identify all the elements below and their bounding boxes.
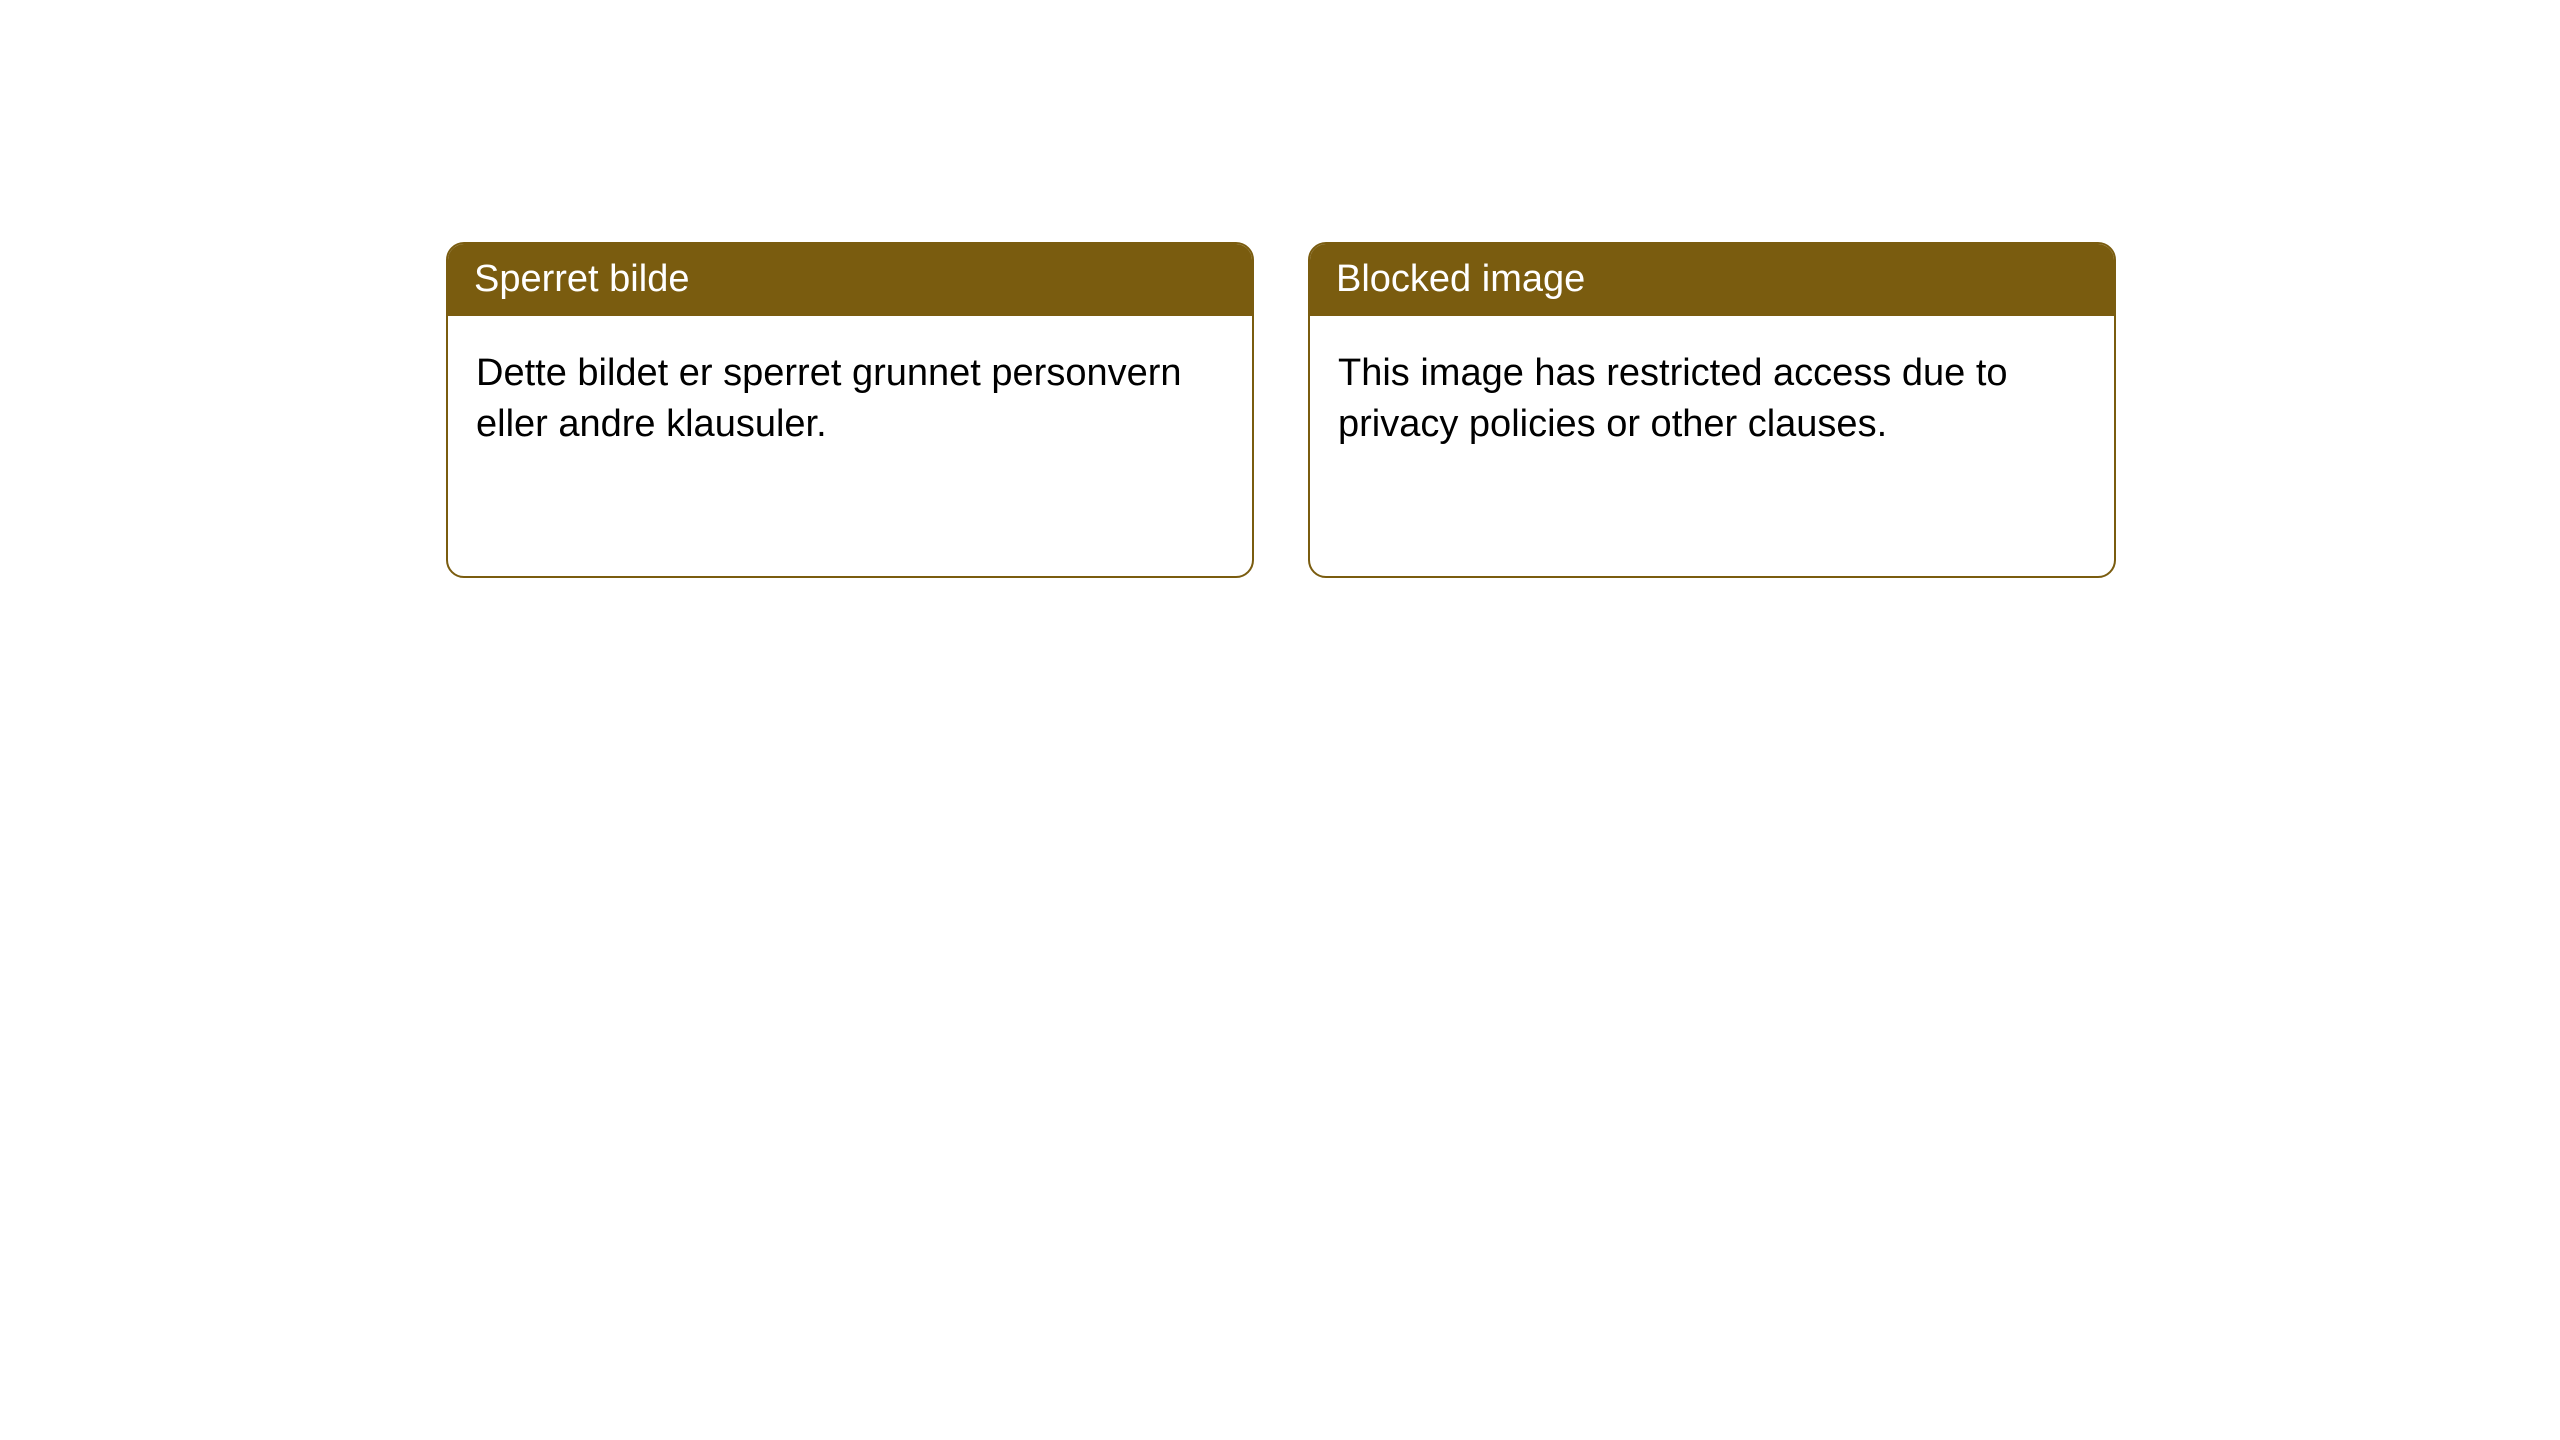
notice-body: This image has restricted access due to … (1310, 316, 2114, 483)
notice-title: Sperret bilde (448, 244, 1252, 316)
notice-title: Blocked image (1310, 244, 2114, 316)
notice-card-norwegian: Sperret bilde Dette bildet er sperret gr… (446, 242, 1254, 578)
notice-body: Dette bildet er sperret grunnet personve… (448, 316, 1252, 483)
notice-card-english: Blocked image This image has restricted … (1308, 242, 2116, 578)
notice-container: Sperret bilde Dette bildet er sperret gr… (0, 0, 2560, 578)
